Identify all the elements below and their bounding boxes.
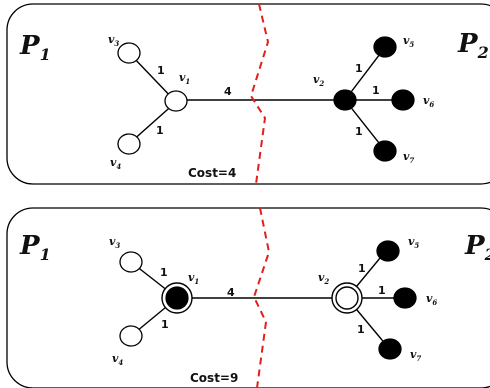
node-v5 <box>373 36 397 58</box>
vertex-label-v5: v5 <box>403 34 414 49</box>
vertex-label-v7: v7 <box>410 348 421 363</box>
edge-weight-v1-v4: 1 <box>156 124 164 137</box>
vertex-label-v7: v7 <box>403 150 414 165</box>
node-v6 <box>391 89 415 111</box>
node-v4 <box>117 133 141 155</box>
vertex-label-v3: v3 <box>109 235 120 250</box>
partition-label-p1: P1 <box>19 31 51 64</box>
edge-weight-v2-v6: 1 <box>378 284 386 297</box>
node-v3 <box>119 251 143 273</box>
node-v1 <box>164 90 188 112</box>
edge-weight-v2-v7: 1 <box>355 125 363 138</box>
panel-top-border <box>6 3 490 185</box>
vertex-label-v4: v4 <box>112 352 123 367</box>
edge-weight-v1-v2: 4 <box>227 286 235 299</box>
edge-weight-v1-v2: 4 <box>224 85 232 98</box>
cut-line <box>249 3 270 185</box>
edge-weight-v1-v4: 1 <box>161 318 169 331</box>
node-v2 <box>335 286 359 310</box>
edge-weight-v2-v7: 1 <box>357 323 365 336</box>
partition-label-p2: P2 <box>464 231 490 264</box>
node-v1 <box>165 286 189 310</box>
cost-label: Cost=9 <box>190 371 238 385</box>
panel-bottom-border <box>6 207 490 388</box>
partition-label-p1: P1 <box>19 231 51 264</box>
edge-weight-v1-v3: 1 <box>160 266 168 279</box>
node-v6 <box>393 287 417 309</box>
node-v7 <box>373 140 397 162</box>
node-v7 <box>378 338 402 360</box>
edge-weight-v2-v6: 1 <box>372 84 380 97</box>
vertex-label-v6: v6 <box>426 292 437 307</box>
vertex-label-v3: v3 <box>108 33 119 48</box>
edge-weight-v2-v5: 1 <box>355 62 363 75</box>
vertex-label-v5: v5 <box>408 235 419 250</box>
cut-line <box>252 207 271 388</box>
node-v3 <box>117 42 141 64</box>
panel-bottom: P1 P2 v3 v1 v4 v2 v5 v6 v7 1 1 4 1 1 1 C… <box>6 207 490 388</box>
node-v5 <box>376 240 400 262</box>
vertex-label-v2: v2 <box>313 73 324 88</box>
edge-weight-v1-v3: 1 <box>157 64 165 77</box>
vertex-label-v6: v6 <box>423 94 434 109</box>
vertex-label-v1: v1 <box>188 271 199 286</box>
partition-label-p2: P2 <box>457 29 489 62</box>
vertex-label-v4: v4 <box>110 156 121 171</box>
panel-top: P1 P2 v3 v1 v4 v2 v5 v6 v7 1 1 4 1 1 1 C… <box>6 3 490 185</box>
node-v2 <box>333 89 357 111</box>
cost-label: Cost=4 <box>188 166 236 180</box>
node-v4 <box>119 325 143 347</box>
vertex-label-v1: v1 <box>179 71 190 86</box>
vertex-label-v2: v2 <box>318 271 329 286</box>
edge-weight-v2-v5: 1 <box>358 262 366 275</box>
